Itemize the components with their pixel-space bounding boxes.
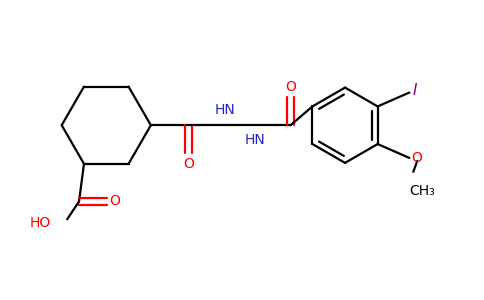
Text: CH₃: CH₃ — [409, 184, 435, 198]
Text: I: I — [412, 83, 417, 98]
Text: HO: HO — [30, 216, 51, 230]
Text: HN: HN — [244, 133, 265, 147]
Text: O: O — [285, 80, 296, 94]
Text: O: O — [110, 194, 121, 208]
Text: O: O — [183, 157, 194, 171]
Text: O: O — [411, 151, 422, 165]
Text: HN: HN — [215, 103, 236, 117]
